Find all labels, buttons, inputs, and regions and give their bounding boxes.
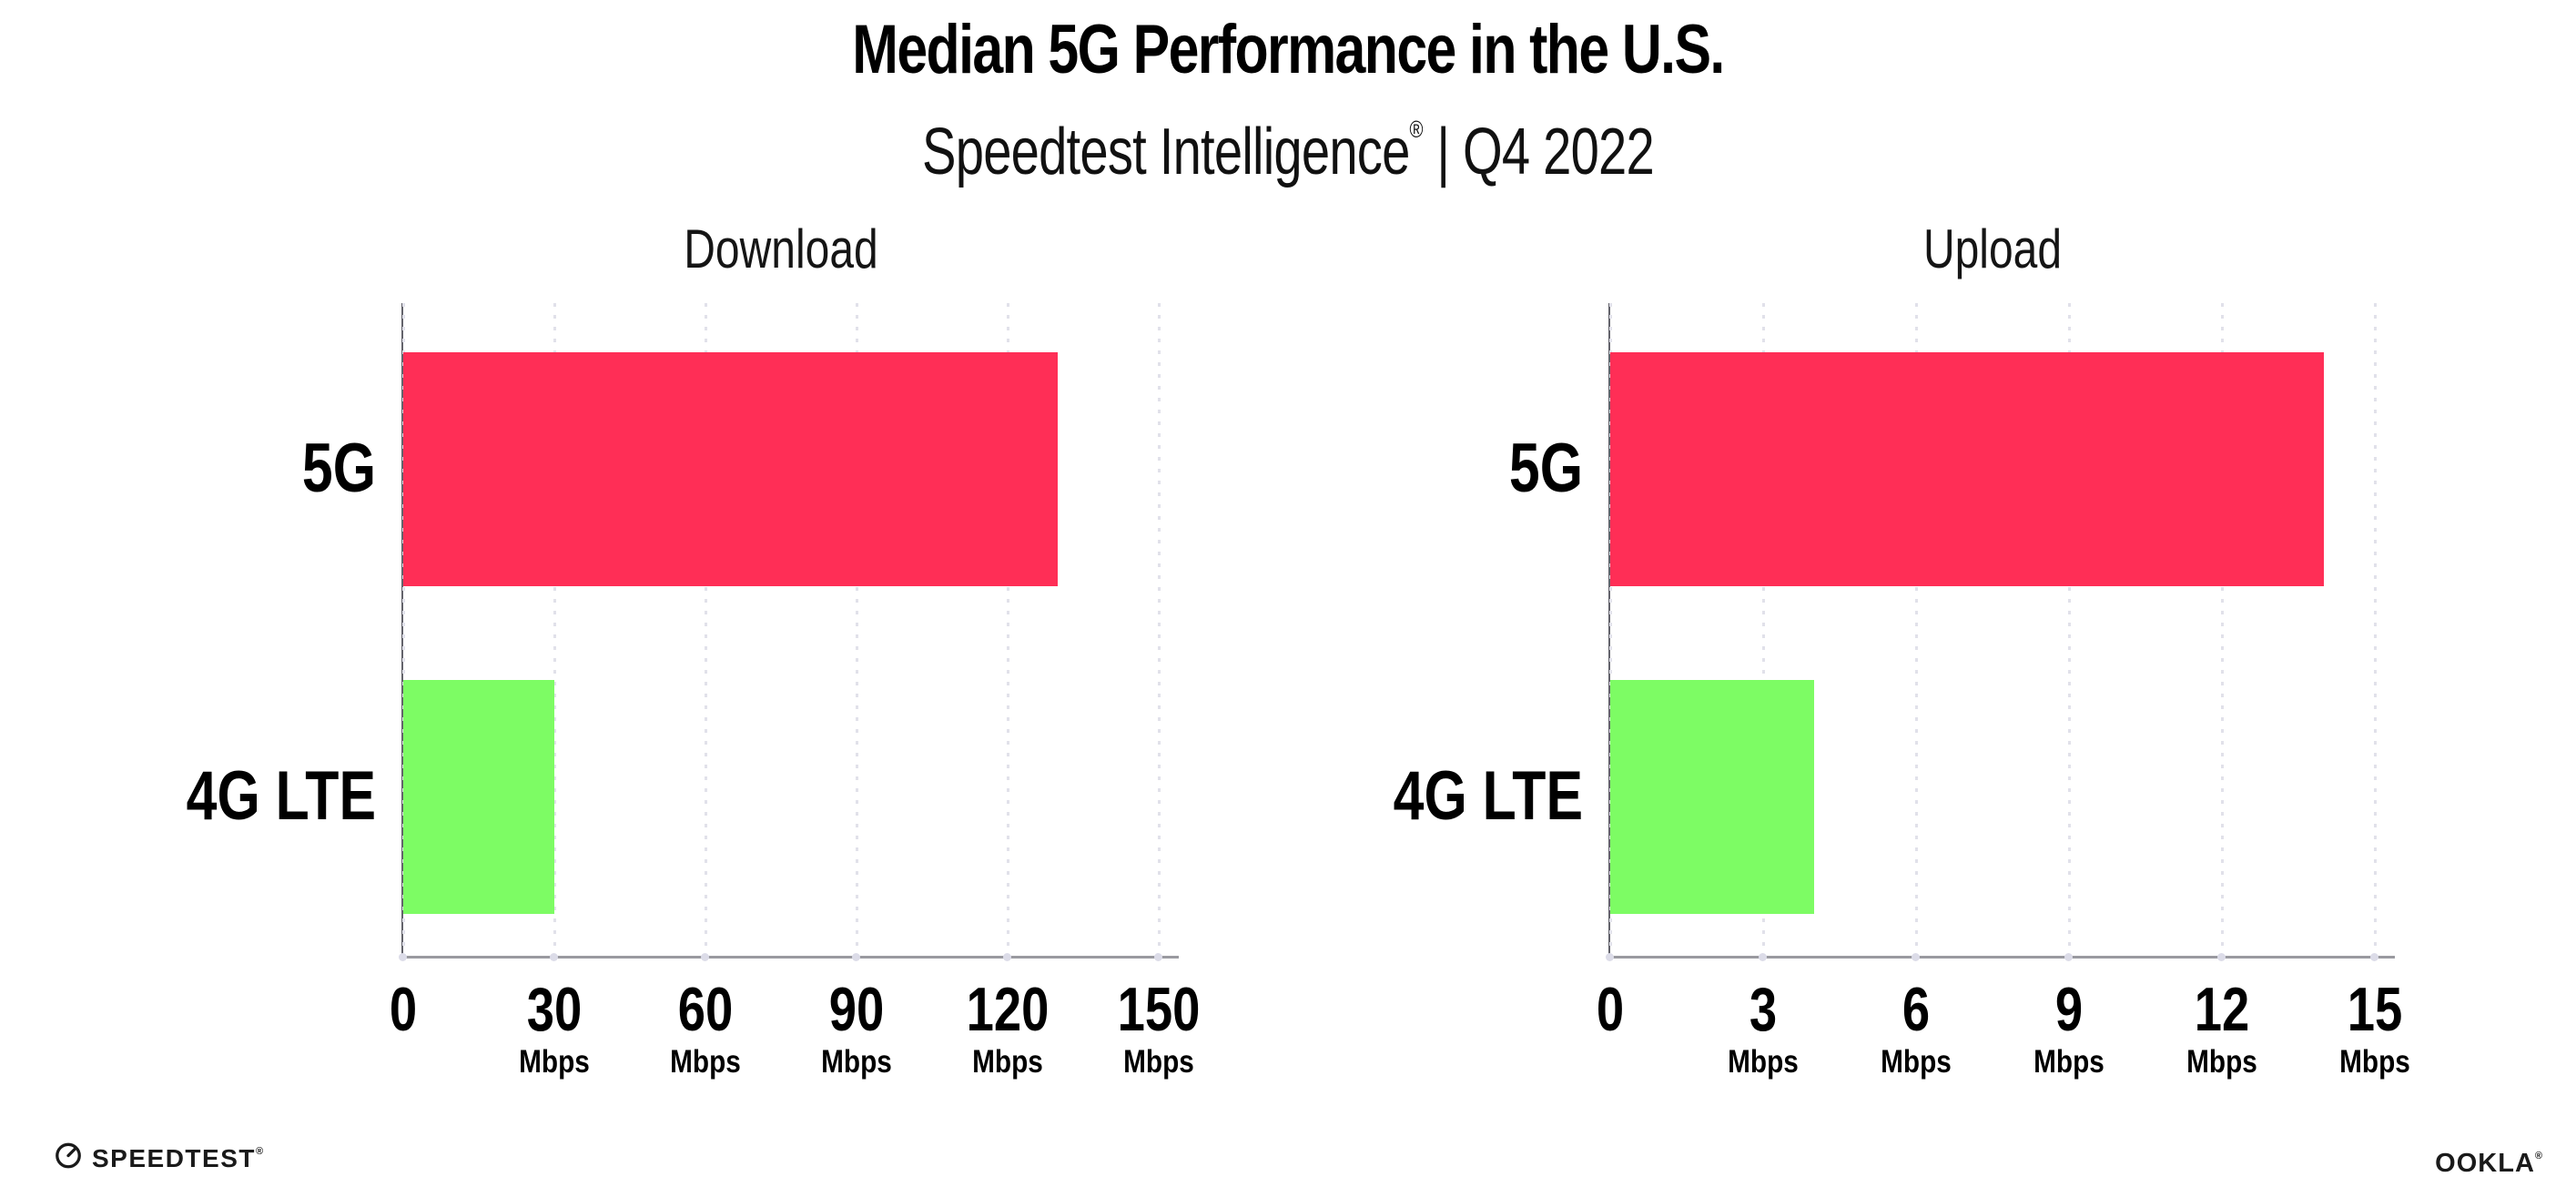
gridline xyxy=(1007,303,1009,959)
tick-unit: Mbps xyxy=(821,1044,892,1080)
ookla-logo: OOKLA® xyxy=(2435,1149,2542,1178)
tick-unit: Mbps xyxy=(670,1044,741,1080)
speedtest-logo: SPEEDTEST® xyxy=(53,1135,263,1175)
x-axis-line xyxy=(401,956,1179,959)
registered-mark: ® xyxy=(1409,116,1424,143)
tick-value: 150 xyxy=(1117,975,1201,1044)
bar-4g-lte-download xyxy=(403,680,554,914)
bar-5g-upload xyxy=(1610,352,2324,586)
download-plot-area xyxy=(399,303,1179,961)
tick-unit: Mbps xyxy=(2339,1044,2410,1080)
tick-value: 0 xyxy=(389,975,418,1044)
upload-chart-title: Upload xyxy=(1922,218,2063,279)
tick-unit: Mbps xyxy=(1728,1044,1799,1080)
tick-value: 15 xyxy=(2347,975,2403,1044)
upload-plot-area xyxy=(1606,303,2395,961)
tick-mark xyxy=(1759,953,1767,961)
tick-mark xyxy=(1154,953,1162,961)
subtitle-period: | Q4 2022 xyxy=(1423,116,1654,188)
tick-mark xyxy=(2370,953,2378,961)
bar-5g-download xyxy=(403,352,1059,586)
tick-value: 6 xyxy=(1902,975,1931,1044)
speedtest-gauge-icon xyxy=(53,1140,84,1171)
registered-mark: ® xyxy=(2534,1151,2542,1161)
tick-value: 9 xyxy=(2054,975,2084,1044)
bar-4g-lte-upload xyxy=(1610,680,1814,914)
category-label-5g: 5G xyxy=(1508,430,1583,507)
tick-unit: Mbps xyxy=(519,1044,590,1080)
tick-mark xyxy=(852,953,860,961)
tick-value: 90 xyxy=(828,975,885,1044)
download-chart-panel: Download 5G 4G LTE 0 30 Mbps 60 Mbps 90 … xyxy=(187,218,1201,1080)
gridline xyxy=(1915,303,1918,959)
tick-unit: Mbps xyxy=(1123,1044,1194,1080)
tick-unit: Mbps xyxy=(972,1044,1043,1080)
gridline xyxy=(553,303,556,959)
tick-value: 0 xyxy=(1596,975,1625,1044)
tick-mark xyxy=(550,953,558,961)
tick-mark xyxy=(1003,953,1011,961)
speedtest-wordmark: SPEEDTEST® xyxy=(92,1144,264,1172)
tick-mark xyxy=(1606,953,1614,961)
category-label-4g-lte: 4G LTE xyxy=(186,757,376,835)
gridline xyxy=(1158,303,1161,959)
upload-chart-panel: Upload 5G 4G LTE 0 3 Mbps 6 Mbps 9 Mbps … xyxy=(1394,218,2410,1080)
tick-unit: Mbps xyxy=(2186,1044,2257,1080)
subtitle-product: Speedtest Intelligence xyxy=(922,116,1410,188)
page-subtitle: Speedtest Intelligence® | Q4 2022 xyxy=(283,89,2292,192)
tick-mark xyxy=(2064,953,2073,961)
gridline xyxy=(1609,303,1612,959)
gridline xyxy=(402,303,405,959)
tick-value: 12 xyxy=(2194,975,2250,1044)
tick-value: 3 xyxy=(1749,975,1778,1044)
tick-mark xyxy=(2217,953,2226,961)
gridline xyxy=(2374,303,2377,959)
tick-mark xyxy=(1912,953,1920,961)
tick-mark xyxy=(701,953,709,961)
gridline xyxy=(856,303,858,959)
tick-value: 120 xyxy=(966,975,1050,1044)
page-title: Median 5G Performance in the U.S. xyxy=(852,11,1725,88)
registered-mark: ® xyxy=(255,1146,264,1157)
gridline xyxy=(2068,303,2071,959)
tick-mark xyxy=(399,953,407,961)
tick-value: 30 xyxy=(526,975,583,1044)
category-label-4g-lte: 4G LTE xyxy=(1393,757,1583,835)
x-axis-line xyxy=(1608,956,2395,959)
tick-unit: Mbps xyxy=(1881,1044,1952,1080)
category-label-5g: 5G xyxy=(301,430,376,507)
download-chart-title: Download xyxy=(684,218,878,279)
tick-value: 60 xyxy=(677,975,734,1044)
gridline xyxy=(1762,303,1765,959)
gridline xyxy=(705,303,707,959)
tick-unit: Mbps xyxy=(2033,1044,2104,1080)
gridline xyxy=(2221,303,2224,959)
